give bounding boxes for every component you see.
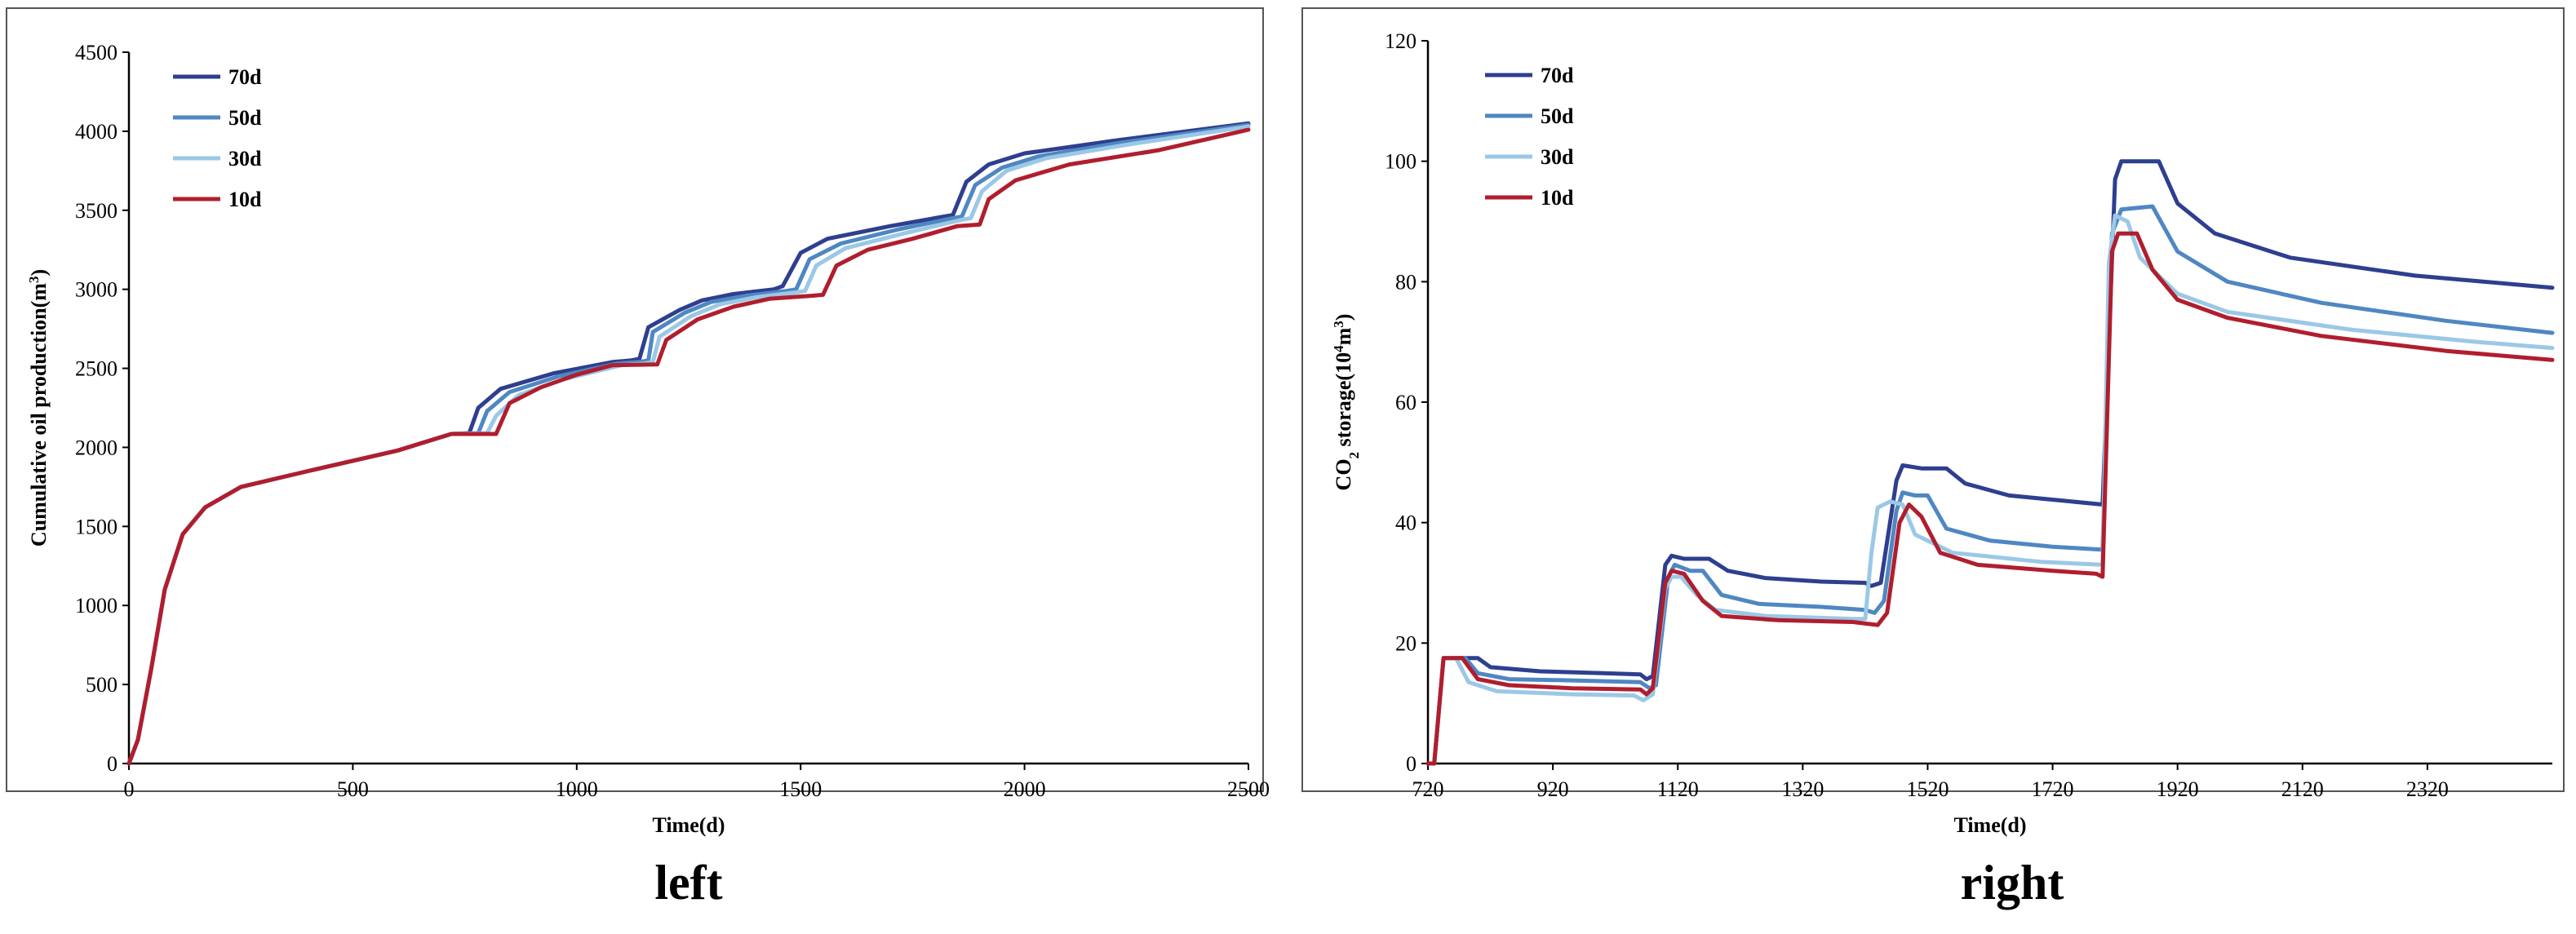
chart-left-y-tick-label-2: 1000 bbox=[75, 594, 117, 618]
chart-left-y-tick-label-7: 3500 bbox=[75, 199, 117, 223]
chart-right-y-axis-label-part-5: 3 bbox=[1331, 321, 1346, 328]
chart-right-x-tick-label-2: 1120 bbox=[1657, 777, 1699, 801]
chart-left-y-tick-label-1: 500 bbox=[86, 673, 117, 697]
chart-right-y-tick-label-0: 0 bbox=[1406, 752, 1417, 776]
chart-right-x-tick-label-3: 1320 bbox=[1781, 777, 1824, 801]
chart-left-series-70d bbox=[126, 121, 1251, 766]
chart-left-y-tick-label-0: 0 bbox=[107, 752, 117, 776]
chart-left-series-10d bbox=[126, 127, 1251, 766]
chart-left-series-30d bbox=[126, 124, 1251, 766]
chart-left-y-tick-label-8: 4000 bbox=[75, 120, 117, 144]
chart-right-x-axis-label: Time(d) bbox=[1953, 813, 2026, 837]
chart-right-y-tick-label-2: 40 bbox=[1395, 511, 1417, 535]
chart-left-x-tick-label-1: 500 bbox=[337, 777, 369, 801]
chart-right-series-10d bbox=[1425, 231, 2555, 766]
chart-right-series-50d bbox=[1425, 204, 2555, 766]
chart-right-y-axis-label-part-4: m bbox=[1332, 327, 1355, 345]
chart-right-y-axis-label-part-1: 2 bbox=[1346, 452, 1362, 459]
chart-left-x-tick-label-0: 0 bbox=[124, 777, 135, 801]
chart-left-y-tick-label-9: 4500 bbox=[75, 41, 117, 64]
chart-right-x-tick-label-8: 2320 bbox=[2406, 777, 2449, 801]
chart-right-y-axis-label-part-0: CO bbox=[1332, 458, 1355, 490]
chart-right-x-tick-label-4: 1520 bbox=[1906, 777, 1949, 801]
chart-left-legend-label-10d: 10d bbox=[228, 188, 262, 211]
chart-right-x-tick-label-7: 2120 bbox=[2281, 777, 2324, 801]
chart-right-y-tick-label-5: 100 bbox=[1385, 150, 1417, 174]
chart-right: 0 20 40 60 80 100 120 720 920 1120 1320 1520 1720 192… bbox=[1301, 7, 2565, 910]
chart-right-caption: right bbox=[1961, 856, 2064, 910]
chart-right-x-tick-label-6: 1920 bbox=[2157, 777, 2199, 801]
chart-right-y-tick-label-6: 120 bbox=[1385, 29, 1417, 53]
chart-left-legend-label-50d: 50d bbox=[228, 106, 262, 130]
chart-right-y-tick-label-4: 80 bbox=[1395, 270, 1417, 294]
chart-left-x-tick-label-5: 2500 bbox=[1227, 777, 1270, 801]
chart-left-y-axis-label-part-2: ) bbox=[27, 269, 51, 277]
chart-left-y-tick-label-6: 3000 bbox=[75, 278, 117, 302]
chart-left-y-tick-label-4: 2000 bbox=[75, 436, 117, 459]
chart-left-y-axis-label-part-1: 3 bbox=[26, 277, 42, 284]
chart-right-legend-label-10d: 10d bbox=[1541, 186, 1574, 210]
chart-right-y-tick-label-1: 20 bbox=[1395, 631, 1417, 655]
chart-right-legend-label-30d: 30d bbox=[1541, 145, 1574, 169]
chart-left-y-axis-label-part-0: Cumulative oil production(m bbox=[27, 283, 51, 547]
chart-left-legend-label-30d: 30d bbox=[228, 147, 262, 170]
chart-right-series-70d bbox=[1425, 159, 2555, 766]
chart-left-y-axis-label: Cumulative oil production(m3) bbox=[26, 269, 51, 547]
chart-right-x-tick-label-0: 720 bbox=[1412, 777, 1444, 801]
chart-left-x-tick-label-3: 1500 bbox=[779, 777, 822, 801]
chart-left-frame bbox=[6, 7, 1264, 792]
chart-right-y-axis-label-part-2: storage(10 bbox=[1332, 352, 1355, 452]
chart-right-frame bbox=[1301, 7, 2565, 792]
chart-left-x-axis-label: Time(d) bbox=[652, 813, 725, 837]
chart-left-x-tick-label-4: 2000 bbox=[1004, 777, 1046, 801]
chart-left-y-tick-label-5: 2500 bbox=[75, 357, 117, 381]
chart-right-y-axis-label-part-6: ) bbox=[1332, 314, 1355, 321]
chart-left-x-tick-label-2: 1000 bbox=[556, 777, 598, 801]
chart-left-series-50d bbox=[126, 122, 1251, 766]
chart-right-x-tick-label-1: 920 bbox=[1537, 777, 1569, 801]
chart-left-caption: left bbox=[654, 856, 722, 910]
chart-right-legend-label-50d: 50d bbox=[1541, 104, 1574, 128]
chart-left-y-tick-label-3: 1500 bbox=[75, 515, 117, 538]
chart-left: 0 500 1000 1500 2000 2500 3000 3500 4000 4500 0 500… bbox=[6, 7, 1270, 910]
chart-right-y-axis-label-part-3: 4 bbox=[1331, 345, 1346, 352]
chart-right-y-axis-label: CO2 storage(104m3) bbox=[1331, 314, 1362, 491]
chart-left-legend-label-70d: 70d bbox=[228, 65, 262, 89]
chart-right-legend-label-70d: 70d bbox=[1541, 64, 1574, 87]
chart-right-y-tick-label-3: 60 bbox=[1395, 391, 1417, 414]
chart-right-x-tick-label-5: 1720 bbox=[2032, 777, 2074, 801]
